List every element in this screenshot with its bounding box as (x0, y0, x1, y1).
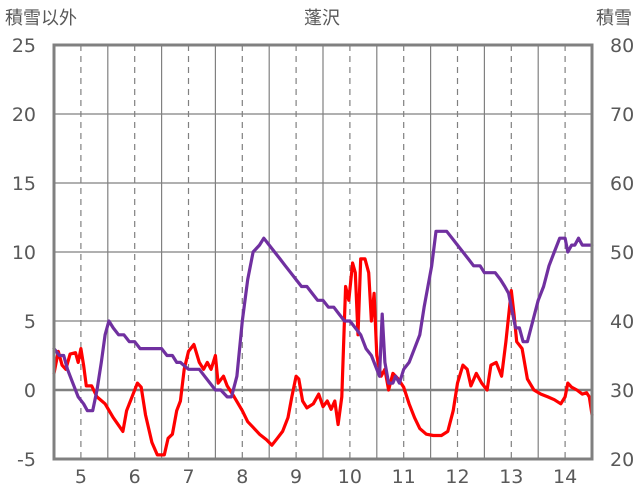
left-tick-label: 25 (12, 35, 36, 57)
x-tick-label: 9 (290, 466, 302, 488)
left-tick-label: 10 (12, 242, 36, 264)
x-tick-label: 11 (392, 466, 416, 488)
left-tick-label: 20 (12, 104, 36, 126)
left-axis-label: 積雪以外 (5, 8, 77, 29)
series-layer (52, 229, 594, 457)
x-tick-label: 6 (129, 466, 141, 488)
right-tick-label: 60 (610, 173, 634, 195)
left-tick-label: 15 (12, 173, 36, 195)
x-tick-label: 7 (182, 466, 194, 488)
plot-frame (52, 43, 594, 461)
x-tick-label: 14 (553, 466, 577, 488)
x-tick-label: 8 (236, 466, 248, 488)
left-tick-label: -5 (17, 449, 36, 471)
left-tick-label: 5 (24, 311, 36, 333)
right-tick-label: 30 (610, 380, 634, 402)
x-tick-label: 12 (445, 466, 469, 488)
right-axis-label: 積雪 (596, 8, 632, 29)
right-tick-label: 20 (610, 449, 634, 471)
left-tick-label: 0 (24, 380, 36, 402)
chart-title: 蓬沢 (304, 8, 340, 29)
grid (54, 45, 592, 459)
x-tick-label: 10 (338, 466, 362, 488)
right-tick-label: 50 (610, 242, 634, 264)
right-tick-label: 40 (610, 311, 634, 333)
tick-labels: -5 0 5 10 15 20 25 20 30 40 50 60 70 80 5 6 7 8 9 10 11 12 13 1… (12, 35, 634, 488)
series-snow-line (52, 229, 594, 413)
x-tick-label: 13 (499, 466, 523, 488)
x-tick-label: 5 (75, 466, 87, 488)
right-tick-label: 80 (610, 35, 634, 57)
series-other-line (52, 257, 594, 457)
right-tick-label: 70 (610, 104, 634, 126)
